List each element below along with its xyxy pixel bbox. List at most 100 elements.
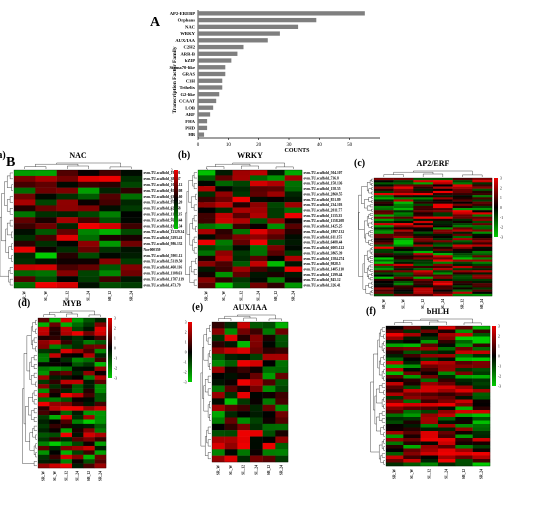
dendrogram-branch (195, 258, 197, 265)
heatmap-cell (56, 264, 79, 271)
heatmap-cell (452, 223, 473, 226)
heatmap-row-label: ovm.TU.scaffold_19.101 (144, 171, 181, 175)
heatmap-column-label: SL_12 (64, 471, 68, 481)
heatmap-cell (49, 366, 61, 372)
heatmap-cell (472, 227, 493, 230)
column-dendrogram (275, 166, 294, 169)
heatmap-cell (78, 258, 100, 265)
heatmap-cell (403, 438, 421, 442)
heatmap-cell (374, 184, 394, 187)
heatmap-cell (212, 341, 225, 348)
heatmap-cell (94, 388, 107, 394)
heatmap-cell (250, 322, 263, 329)
dendrogram-branch (371, 226, 373, 229)
heatmap-cell (49, 388, 61, 394)
heatmap-cell (94, 428, 107, 433)
heatmap-cell (35, 175, 57, 182)
dendrogram-branch (380, 329, 384, 337)
heatmap-cell (452, 268, 473, 271)
heatmap-cell (72, 318, 84, 323)
heatmap-cell (94, 384, 107, 389)
heatmap-cell (374, 229, 394, 232)
heatmap-cell (433, 188, 453, 192)
heatmap-column-label: SL_24 (76, 471, 80, 481)
heatmap-cell (386, 417, 404, 421)
heatmap-cell (262, 334, 276, 342)
heatmap-cell (403, 427, 421, 432)
heatmap-cell (60, 397, 73, 403)
heatmap-cell (284, 271, 303, 278)
heatmap-cell (420, 434, 439, 439)
heatmap-cell (393, 253, 414, 256)
heatmap-row-label: ovm.TU.scaffold_9828.5 (304, 262, 341, 266)
heatmap-cell (232, 234, 251, 240)
heatmap-cell (472, 178, 493, 181)
heatmap-cell (215, 245, 233, 251)
heatmap-cell (420, 406, 439, 411)
dendrogram-branch (383, 369, 385, 374)
heatmap-cell (120, 181, 143, 188)
heatmap-cell (262, 392, 276, 399)
heatmap-cell (72, 357, 84, 363)
heatmap-cell (198, 234, 216, 240)
heatmap-cell (267, 212, 285, 219)
heatmap-cell (232, 266, 251, 273)
heatmap-border (373, 177, 493, 297)
heatmap-cell (374, 231, 394, 234)
heatmap-cell (267, 186, 285, 192)
color-scale-tick-label: 3 (114, 317, 116, 321)
heatmap-cell (433, 182, 453, 185)
heatmap-row-label: ovm.TU.scaffold_6326.60 (144, 195, 183, 199)
heatmap-cell (35, 264, 57, 271)
column-dendrogram (241, 165, 259, 169)
heatmap-cell (393, 201, 414, 204)
column-dendrogram (420, 318, 473, 323)
heatmap-cell (60, 459, 73, 464)
heatmap-cell (49, 415, 61, 420)
heatmap-column-label: SL_24 (87, 291, 91, 301)
heatmap-cell (38, 406, 50, 411)
panel-b-letter: B (6, 155, 15, 170)
color-scale-tick-label: -1 (498, 365, 501, 369)
heatmap-cell (94, 393, 107, 398)
heatmap-cell (413, 255, 434, 258)
heatmap-cell (56, 223, 79, 230)
heatmap-cell (83, 450, 95, 455)
heatmap-cell (120, 199, 143, 206)
heatmap-cell (237, 334, 251, 342)
heatmap-cell (83, 428, 95, 433)
dendrogram-branch (192, 239, 195, 251)
heatmap-cell (420, 452, 439, 456)
heatmap-cell (78, 199, 100, 206)
dendrogram-branch (207, 375, 211, 383)
heatmap-cell (420, 364, 439, 369)
heatmap-cell (120, 170, 143, 177)
heatmap-cell (413, 210, 434, 213)
heatmap-cell (250, 417, 263, 425)
heatmap-row-label: ovm.TU.scaffold_12129.34 (144, 230, 185, 234)
color-scale-tick-label: 1 (498, 345, 500, 349)
heatmap-cell (403, 361, 421, 365)
heatmap-cell (275, 322, 289, 329)
dendrogram-branch (207, 388, 211, 396)
heatmap-cell (472, 180, 493, 183)
heatmap-cell (455, 329, 473, 334)
color-scale-tick-label: 0 (114, 347, 116, 351)
heatmap-cell (433, 201, 453, 204)
heatmap-cell (438, 424, 456, 428)
heatmap-cell (374, 248, 394, 252)
dendrogram-branch (32, 392, 35, 402)
heatmap-cell (413, 220, 434, 224)
heatmap-cell (420, 343, 439, 348)
heatmap-cell (438, 385, 456, 390)
heatmap-cell (472, 347, 491, 351)
heatmap-row-label: ovm.TU.scaffold_764.144 (144, 218, 183, 222)
heatmap-cell (433, 270, 453, 273)
heatmap-cell (232, 282, 251, 289)
heatmap-cell (56, 199, 79, 206)
color-scale-bar (108, 318, 112, 378)
dendrogram-branch (369, 248, 372, 254)
heatmap-cell (38, 397, 50, 403)
heatmap-cell (403, 340, 421, 344)
